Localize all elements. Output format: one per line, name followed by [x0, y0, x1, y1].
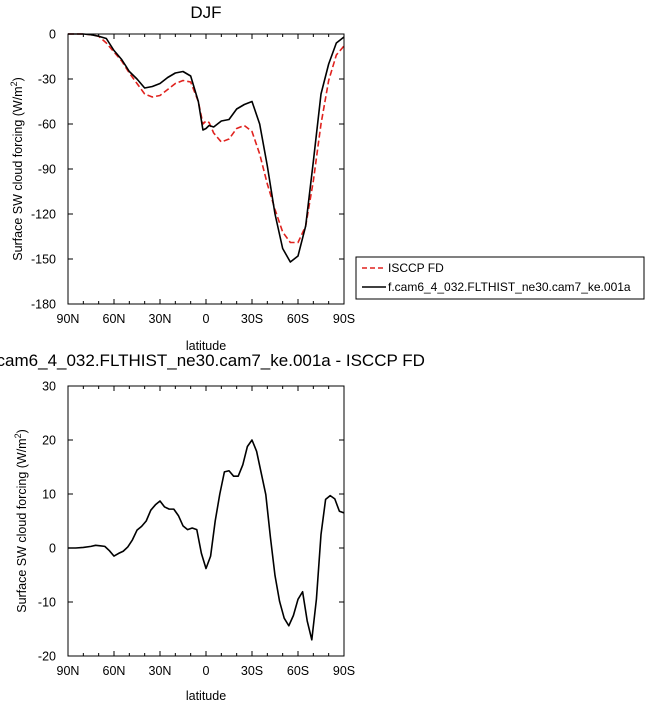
- x-tick-label: 90N: [57, 312, 80, 326]
- y-tick-label: 0: [49, 542, 56, 556]
- y-axis-label: Surface SW cloud forcing (W/m2): [13, 429, 29, 613]
- chart-title: DJF: [190, 3, 221, 22]
- y-tick-label: -30: [38, 73, 56, 87]
- panel-bottom: f.cam6_4_032.FLTHIST_ne30.cam7_ke.001a -…: [0, 351, 425, 703]
- x-axis-label: latitude: [186, 689, 226, 703]
- chart-title: f.cam6_4_032.FLTHIST_ne30.cam7_ke.001a -…: [0, 351, 425, 370]
- legend-label-model: f.cam6_4_032.FLTHIST_ne30.cam7_ke.001a: [388, 280, 631, 294]
- plot-frame: [67, 33, 345, 305]
- y-tick-label: -180: [31, 298, 56, 312]
- x-tick-label: 60N: [103, 312, 126, 326]
- series-line-1: [68, 33, 345, 263]
- x-axis-label: latitude: [186, 339, 226, 353]
- x-tick-label: 90N: [57, 664, 80, 678]
- y-tick-label: 0: [49, 28, 56, 42]
- x-tick-label: 90S: [333, 664, 355, 678]
- series-line-0: [68, 33, 345, 244]
- y-tick-label: -120: [31, 208, 56, 222]
- x-tick-label: 30N: [149, 664, 172, 678]
- x-tick-label: 30N: [149, 312, 172, 326]
- y-tick-label: 30: [42, 380, 56, 394]
- y-tick-label: 20: [42, 434, 56, 448]
- y-tick-label: -90: [38, 163, 56, 177]
- plot-frame: [67, 385, 345, 657]
- y-tick-label: -60: [38, 118, 56, 132]
- x-tick-label: 60S: [287, 664, 309, 678]
- series-line-0: [68, 439, 345, 641]
- y-tick-label: -20: [38, 650, 56, 664]
- legend: ISCCP FD f.cam6_4_032.FLTHIST_ne30.cam7_…: [355, 256, 645, 300]
- x-tick-label: 30S: [241, 664, 263, 678]
- y-axis-label: Surface SW cloud forcing (W/m2): [9, 77, 25, 261]
- panel-top: DJF 90N 60N 30N 0 30S 60S 90S 0 -30 -60 -90 -120 -15…: [9, 3, 645, 353]
- legend-box: [355, 256, 645, 300]
- y-tick-label: -150: [31, 253, 56, 267]
- x-tick-label: 90S: [333, 312, 355, 326]
- x-tick-label: 60N: [103, 664, 126, 678]
- x-tick-label: 60S: [287, 312, 309, 326]
- legend-label-isccp: ISCCP FD: [388, 261, 444, 275]
- x-tick-label: 0: [203, 664, 210, 678]
- x-tick-label: 0: [203, 312, 210, 326]
- y-tick-label: 10: [42, 488, 56, 502]
- x-tick-label: 30S: [241, 312, 263, 326]
- y-tick-label: -10: [38, 596, 56, 610]
